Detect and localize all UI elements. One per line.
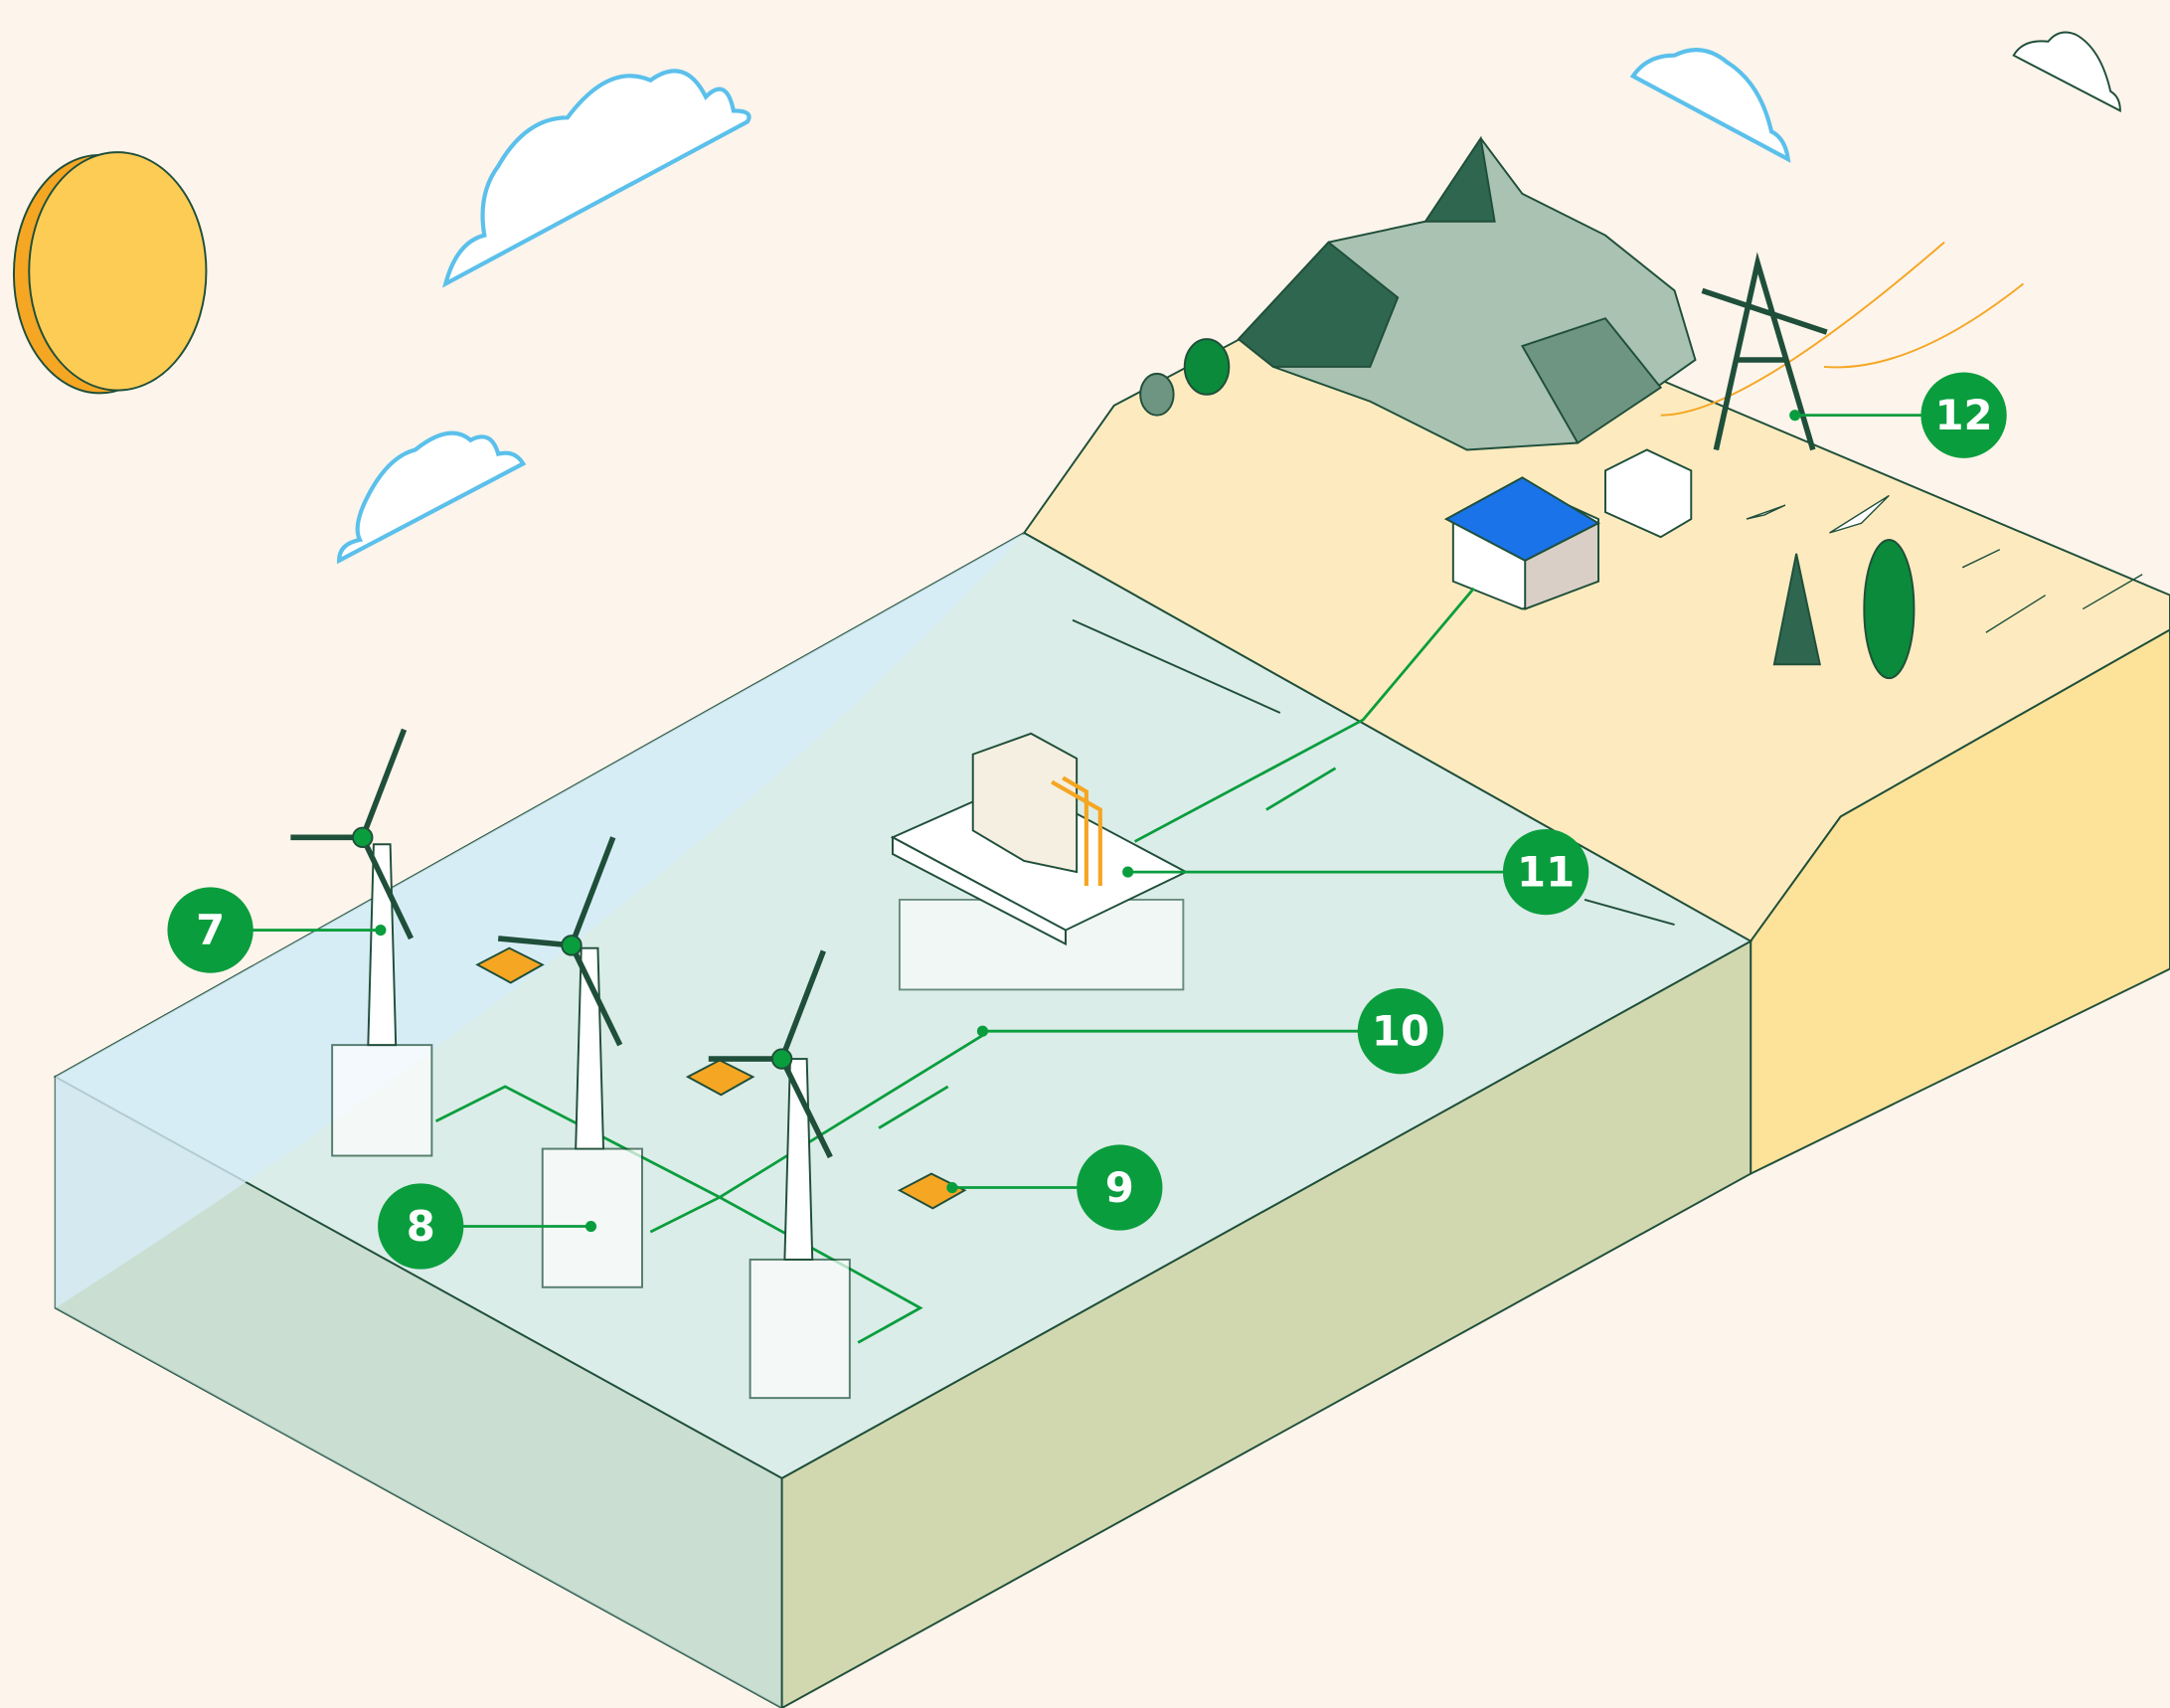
callout-label: 11	[1517, 848, 1575, 897]
callout-label: 12	[1935, 391, 1993, 439]
illustration: 7 8 9 10 11 12	[0, 0, 2170, 1708]
sun	[14, 152, 207, 393]
callout-label: 9	[1105, 1163, 1134, 1212]
callout-label: 7	[196, 906, 225, 954]
callout-label: 10	[1372, 1007, 1429, 1056]
callout-label: 8	[407, 1202, 435, 1251]
